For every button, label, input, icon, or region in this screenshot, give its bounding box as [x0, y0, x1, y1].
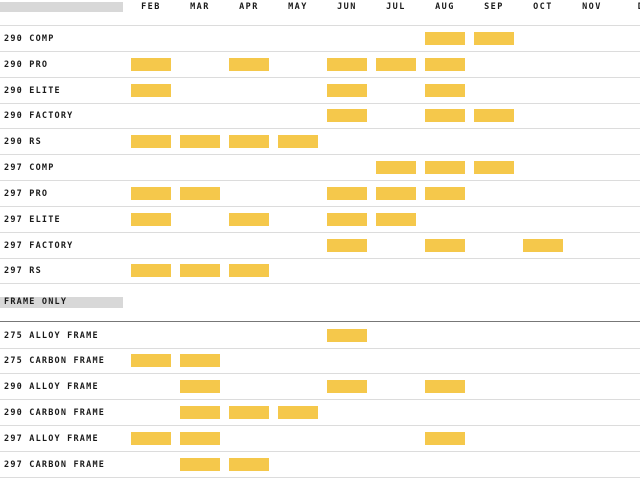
month-header-d: D	[621, 1, 640, 13]
row-label: 275 CARBON FRAME	[4, 356, 106, 366]
availability-block	[425, 109, 465, 122]
month-header-mar: MAR	[190, 2, 210, 12]
row-label: 290 PRO	[4, 60, 49, 70]
availability-block	[131, 354, 171, 367]
availability-block	[327, 58, 367, 71]
availability-block	[131, 135, 171, 148]
month-header-jul: JUL	[386, 2, 406, 12]
availability-block	[131, 58, 171, 71]
row-divider	[0, 77, 640, 78]
header-divider	[0, 25, 640, 26]
availability-block	[180, 432, 220, 445]
row-divider	[0, 451, 640, 452]
row-label: 290 ALLOY FRAME	[4, 382, 99, 392]
availability-block	[229, 406, 269, 419]
availability-block	[131, 213, 171, 226]
month-header-nov: NOV	[582, 2, 602, 12]
row-divider	[0, 373, 640, 374]
month-header-oct: OCT	[533, 2, 553, 12]
availability-block	[425, 187, 465, 200]
availability-block	[474, 32, 514, 45]
row-label: 297 CARBON FRAME	[4, 460, 106, 470]
row-divider	[0, 477, 640, 478]
row-label: 290 FACTORY	[4, 111, 74, 121]
availability-block	[229, 135, 269, 148]
section-header-band	[0, 297, 123, 308]
availability-block	[425, 380, 465, 393]
row-divider	[0, 283, 640, 284]
availability-block	[327, 239, 367, 252]
availability-block	[229, 58, 269, 71]
availability-block	[474, 161, 514, 174]
row-label: 297 PRO	[4, 189, 49, 199]
month-header-apr: APR	[239, 2, 259, 12]
availability-block	[180, 187, 220, 200]
row-divider	[0, 258, 640, 259]
availability-block	[131, 84, 171, 97]
row-label: 297 FACTORY	[4, 241, 74, 251]
row-label: 290 RS	[4, 137, 42, 147]
section-title: FRAME ONLY	[4, 297, 68, 307]
availability-block	[180, 135, 220, 148]
row-divider	[0, 154, 640, 155]
row-label: 290 CARBON FRAME	[4, 408, 106, 418]
availability-block	[180, 406, 220, 419]
availability-block	[131, 187, 171, 200]
row-label: 290 COMP	[4, 34, 55, 44]
availability-block	[180, 380, 220, 393]
availability-block	[327, 213, 367, 226]
availability-block	[327, 84, 367, 97]
availability-block	[376, 161, 416, 174]
row-label: 297 RS	[4, 266, 42, 276]
row-label: 297 COMP	[4, 163, 55, 173]
availability-block	[327, 380, 367, 393]
row-divider	[0, 128, 640, 129]
availability-block	[474, 109, 514, 122]
availability-block	[131, 264, 171, 277]
month-header-jun: JUN	[337, 2, 357, 12]
row-divider	[0, 206, 640, 207]
row-divider	[0, 348, 640, 349]
availability-block	[327, 329, 367, 342]
availability-block	[278, 135, 318, 148]
header-band	[0, 2, 123, 12]
row-label: 297 ALLOY FRAME	[4, 434, 99, 444]
availability-block	[229, 213, 269, 226]
availability-block	[229, 458, 269, 471]
row-label: 290 ELITE	[4, 86, 61, 96]
availability-block	[376, 58, 416, 71]
availability-block	[425, 32, 465, 45]
row-divider	[0, 399, 640, 400]
section-divider	[0, 321, 640, 322]
availability-block	[131, 432, 171, 445]
availability-block	[180, 264, 220, 277]
row-divider	[0, 232, 640, 233]
availability-block	[278, 406, 318, 419]
availability-block	[425, 432, 465, 445]
availability-block	[327, 187, 367, 200]
row-divider	[0, 51, 640, 52]
month-header-sep: SEP	[484, 2, 504, 12]
row-label: 297 ELITE	[4, 215, 61, 225]
month-header-may: MAY	[288, 2, 308, 12]
row-divider	[0, 180, 640, 181]
row-divider	[0, 425, 640, 426]
availability-block	[376, 213, 416, 226]
row-label: 275 ALLOY FRAME	[4, 331, 99, 341]
month-header-aug: AUG	[435, 2, 455, 12]
availability-block	[180, 458, 220, 471]
availability-block	[425, 161, 465, 174]
availability-block	[327, 109, 367, 122]
row-divider	[0, 103, 640, 104]
availability-block	[376, 187, 416, 200]
availability-block	[425, 239, 465, 252]
availability-block	[180, 354, 220, 367]
month-header-feb: FEB	[141, 2, 161, 12]
availability-block	[425, 58, 465, 71]
availability-block	[523, 239, 563, 252]
availability-block	[229, 264, 269, 277]
availability-block	[425, 84, 465, 97]
